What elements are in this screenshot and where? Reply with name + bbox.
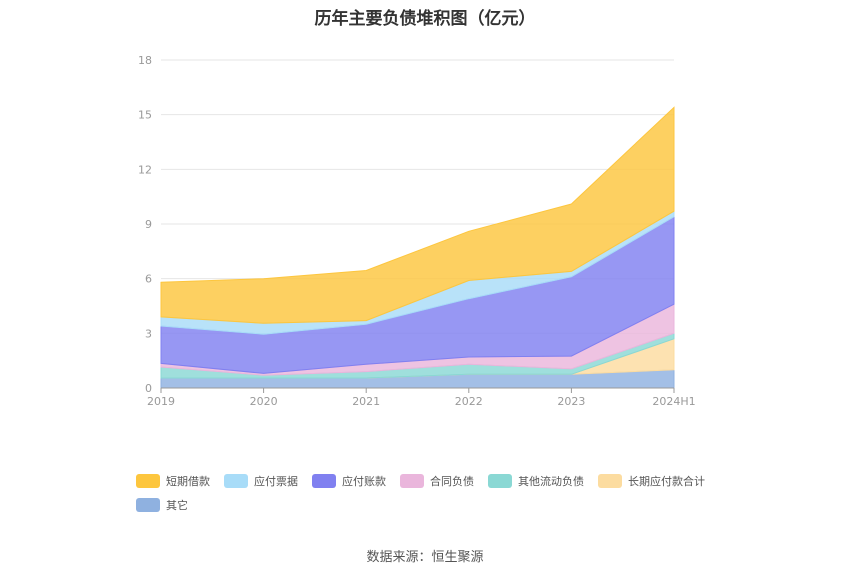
- x-tick-label: 2020: [250, 395, 278, 408]
- legend-label: 其它: [166, 499, 188, 512]
- x-tick-label: 2024H1: [652, 395, 695, 408]
- legend-label: 短期借款: [166, 475, 210, 488]
- legend-item[interactable]: 短期借款: [136, 473, 210, 489]
- chart-title: 历年主要负债堆积图（亿元）: [314, 9, 536, 29]
- x-tick-label: 2023: [557, 395, 585, 408]
- legend-label: 应付票据: [254, 475, 298, 488]
- legend-swatch: [598, 474, 622, 488]
- area-series-layer: [160, 106, 675, 389]
- x-tick-label: 2019: [147, 395, 175, 408]
- legend-item[interactable]: 合同负债: [400, 473, 474, 489]
- legend-item[interactable]: 其它: [136, 497, 188, 513]
- y-tick-label: 0: [145, 382, 152, 395]
- legend-swatch: [488, 474, 512, 488]
- legend-swatch: [136, 498, 160, 512]
- legend-item[interactable]: 其他流动负债: [488, 473, 584, 489]
- data-source-note: 数据来源：恒生聚源: [366, 550, 484, 565]
- y-tick-label: 18: [138, 54, 152, 67]
- legend-swatch: [400, 474, 424, 488]
- legend-swatch: [312, 474, 336, 488]
- area-series-6: [160, 106, 675, 324]
- legend-label: 应付账款: [342, 475, 386, 488]
- x-tick-label: 2022: [455, 395, 483, 408]
- axes: 0 3 6 9 12 15 18 2019 2020 2021 2022 2023 2024H1: [138, 54, 696, 408]
- y-tick-label: 9: [145, 218, 152, 231]
- legend-swatch: [224, 474, 248, 488]
- legend-item[interactable]: 应付票据: [224, 473, 298, 489]
- y-tick-label: 6: [145, 273, 152, 286]
- stacked-area-chart: 0 3 6 9 12 15 18 2019 2020 2021 2022 2023 2024H1: [138, 54, 696, 408]
- legend-label: 长期应付款合计: [628, 475, 705, 488]
- x-tick-label: 2021: [352, 395, 380, 408]
- legend-item[interactable]: 长期应付款合计: [598, 473, 705, 489]
- y-tick-label: 3: [145, 327, 152, 340]
- legend-item[interactable]: 应付账款: [312, 473, 386, 489]
- legend: 短期借款 应付票据 应付账款 合同负债 其他流动负债 长期应付款合计其它: [136, 473, 736, 521]
- y-tick-label: 12: [138, 163, 152, 176]
- y-tick-label: 15: [138, 109, 152, 122]
- legend-label: 其他流动负债: [518, 475, 584, 488]
- legend-label: 合同负债: [430, 475, 474, 488]
- legend-swatch: [136, 474, 160, 488]
